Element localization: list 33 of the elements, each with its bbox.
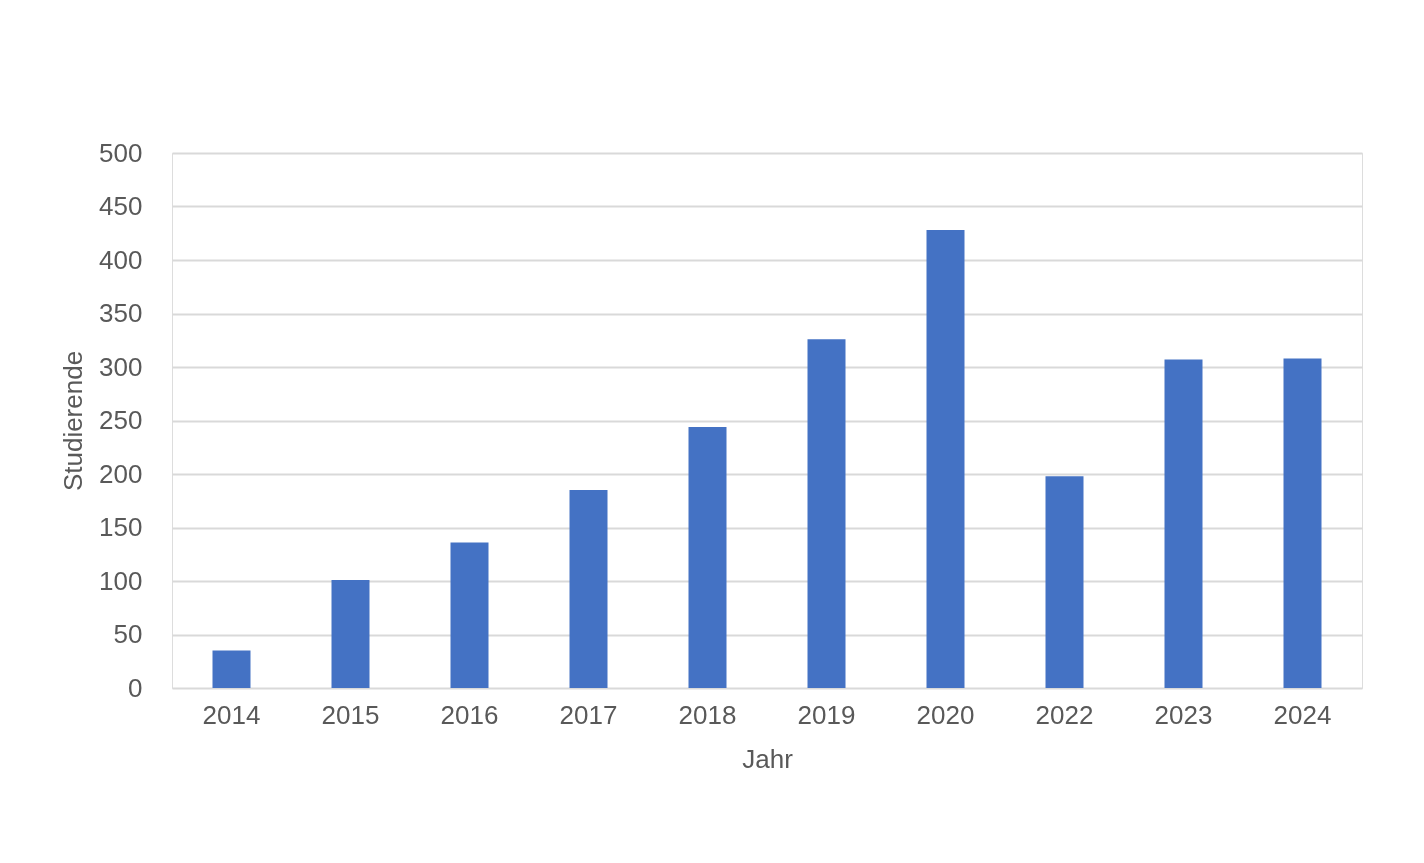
bar xyxy=(1045,476,1084,688)
y-axis-title: Studierende xyxy=(58,350,89,492)
y-tick-label: 100 xyxy=(99,565,143,596)
bar xyxy=(569,490,608,688)
bar xyxy=(1283,358,1322,688)
x-tick-label: 2015 xyxy=(321,699,380,730)
x-tick-label: 2023 xyxy=(1154,699,1213,730)
y-tick-label: 350 xyxy=(99,298,143,328)
bar xyxy=(331,579,370,688)
y-tick-label: 450 xyxy=(99,191,143,221)
x-tick-label: 2019 xyxy=(797,699,856,730)
y-tick-label: 0 xyxy=(128,672,143,703)
bar xyxy=(807,339,846,688)
x-tick-label: 2017 xyxy=(559,699,618,730)
bar xyxy=(450,542,489,688)
bar xyxy=(1164,359,1203,688)
y-tick-label: 250 xyxy=(99,405,143,435)
y-tick-label: 50 xyxy=(113,619,143,649)
bar xyxy=(688,426,727,688)
bar xyxy=(926,230,965,688)
bar xyxy=(212,650,251,688)
x-tick-label: 2018 xyxy=(678,699,737,730)
x-axis-title: Jahr xyxy=(742,743,794,774)
y-tick-label: 300 xyxy=(99,351,143,382)
x-tick-label: 2022 xyxy=(1035,699,1094,730)
x-tick-label: 2014 xyxy=(202,699,261,730)
x-tick-label: 2020 xyxy=(916,699,975,730)
y-tick-label: 400 xyxy=(99,244,143,275)
y-tick-label: 500 xyxy=(99,137,143,168)
y-tick-label: 150 xyxy=(99,512,143,542)
x-tick-label: 2024 xyxy=(1273,699,1332,730)
x-tick-label: 2016 xyxy=(440,699,499,730)
y-tick-label: 200 xyxy=(99,458,143,489)
